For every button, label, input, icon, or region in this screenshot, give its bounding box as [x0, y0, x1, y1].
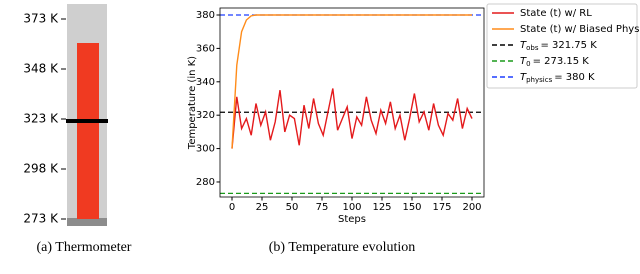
x-tick-label: 100 — [342, 202, 361, 213]
temperature-bar — [77, 43, 99, 219]
plot-frame — [219, 7, 485, 198]
y-tick-label: 298 K — [23, 162, 59, 176]
x-tick-label: 125 — [372, 202, 391, 213]
y-tick-label: 340 — [196, 77, 215, 88]
legend-value: = 321.75 K — [540, 40, 597, 51]
y-tick-label: 360 — [196, 43, 215, 54]
legend-symbol: T — [520, 56, 527, 67]
thermometer-base — [67, 218, 107, 226]
x-tick-label: 200 — [462, 202, 481, 213]
y-tick-label: 373 K — [23, 12, 59, 26]
legend-symbol: T — [520, 72, 527, 83]
legend-value: = 380 K — [554, 72, 595, 83]
legend-label: State (t) w/ RL — [520, 8, 592, 19]
caption: (a) Thermometer — [37, 240, 132, 255]
series-line — [231, 88, 473, 149]
x-tick-label: 50 — [286, 202, 299, 213]
legend-label: T0 = 273.15 K — [520, 56, 589, 68]
x-tick-label: 175 — [432, 202, 451, 213]
legend-box — [486, 3, 638, 89]
x-tick-label: 150 — [402, 202, 421, 213]
legend-symbol: T — [520, 40, 527, 51]
legend-subscript: physics — [526, 76, 552, 84]
x-tick-label: 0 — [229, 202, 235, 213]
x-axis-label: Steps — [338, 214, 366, 225]
legend-label: Tphysics = 380 K — [520, 72, 595, 84]
legend-subscript: 0 — [526, 60, 530, 68]
y-tick-label: 320 — [196, 110, 215, 121]
y-tick-label: 273 K — [23, 212, 59, 226]
legend-label: Tobs = 321.75 K — [520, 40, 597, 52]
caption: (b) Temperature evolution — [269, 240, 416, 255]
legend-label: State (t) w/ Biased Physics — [520, 24, 640, 35]
y-tick-label: 380 — [196, 10, 215, 21]
y-tick-label: 280 — [196, 177, 215, 188]
x-tick-label: 25 — [256, 202, 269, 213]
series-line — [231, 14, 472, 149]
y-tick-label: 348 K — [23, 62, 59, 76]
marker — [66, 119, 108, 123]
legend-subscript: obs — [526, 44, 539, 52]
y-tick-label: 300 — [196, 144, 215, 155]
y-tick-label: 323 K — [23, 112, 59, 126]
y-axis-label: Temperature (in K) — [187, 56, 198, 150]
x-tick-label: 75 — [316, 202, 329, 213]
legend-value: = 273.15 K — [533, 56, 590, 67]
